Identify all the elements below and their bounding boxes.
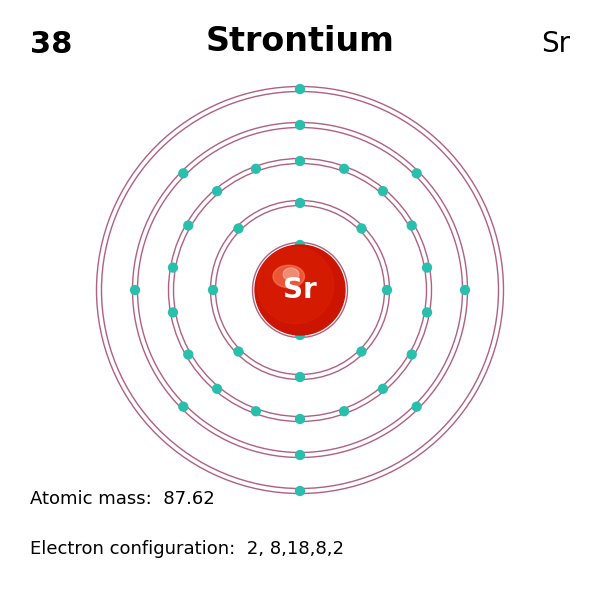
- Point: [184, 350, 193, 359]
- Point: [407, 350, 416, 359]
- Point: [460, 285, 470, 295]
- Ellipse shape: [283, 268, 299, 281]
- Point: [422, 308, 432, 317]
- Point: [340, 164, 349, 174]
- Point: [233, 347, 243, 356]
- Point: [295, 486, 305, 496]
- Point: [168, 263, 178, 273]
- Point: [295, 84, 305, 94]
- Text: Strontium: Strontium: [206, 25, 394, 58]
- Point: [378, 384, 388, 393]
- Point: [412, 168, 421, 178]
- Point: [208, 285, 218, 295]
- Point: [184, 221, 193, 230]
- Point: [295, 330, 305, 340]
- Ellipse shape: [273, 265, 305, 288]
- Point: [168, 308, 178, 317]
- Point: [378, 186, 388, 196]
- Point: [340, 406, 349, 416]
- Point: [212, 186, 222, 196]
- Point: [130, 285, 140, 295]
- Circle shape: [255, 245, 345, 335]
- Point: [295, 240, 305, 250]
- Point: [295, 120, 305, 130]
- Point: [295, 372, 305, 382]
- Text: 38: 38: [30, 30, 73, 59]
- Point: [357, 224, 367, 233]
- Point: [382, 285, 392, 295]
- Point: [295, 414, 305, 424]
- Point: [412, 402, 421, 411]
- Point: [295, 156, 305, 166]
- Point: [179, 402, 188, 411]
- Point: [407, 221, 416, 230]
- Point: [295, 198, 305, 208]
- Point: [251, 406, 260, 416]
- Text: Atomic mass:  87.62: Atomic mass: 87.62: [30, 490, 215, 508]
- Point: [179, 168, 188, 178]
- Text: Electron configuration:  2, 8,18,8,2: Electron configuration: 2, 8,18,8,2: [30, 540, 344, 558]
- Point: [251, 164, 260, 174]
- Point: [295, 450, 305, 460]
- Point: [233, 224, 243, 233]
- Point: [212, 384, 222, 393]
- Point: [422, 263, 432, 273]
- Text: Sr: Sr: [541, 30, 570, 58]
- Text: Sr: Sr: [283, 276, 317, 304]
- Point: [357, 347, 367, 356]
- Circle shape: [257, 248, 334, 324]
